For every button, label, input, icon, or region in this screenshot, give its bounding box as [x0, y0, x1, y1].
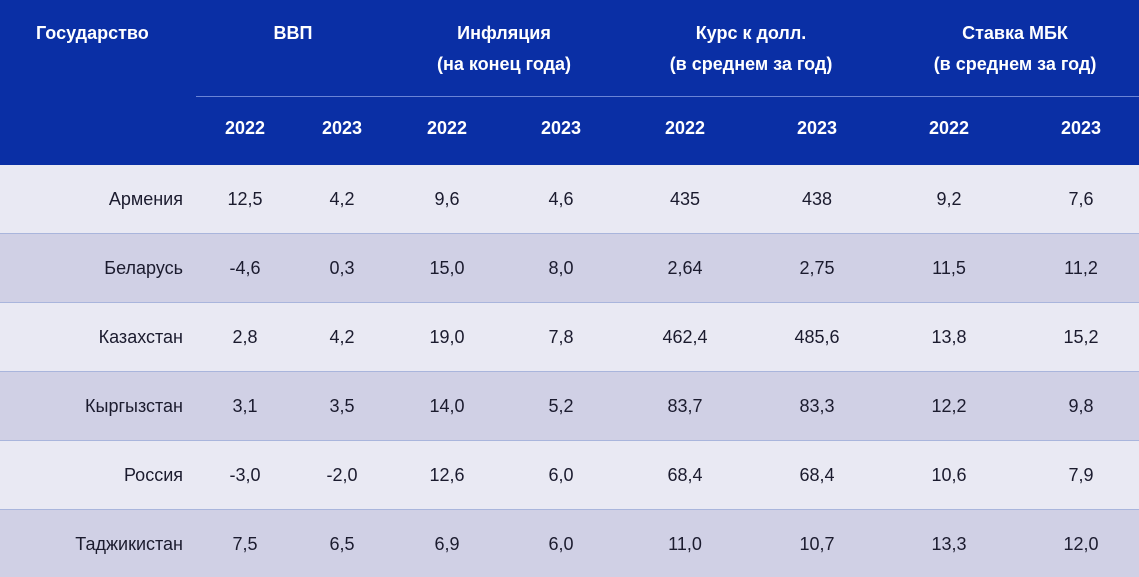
table-cell: 6,9 [434, 534, 460, 554]
table-cell: 11,2 [1064, 258, 1098, 278]
header-exchange-rate-title: Курс к долл. [695, 23, 807, 43]
header-interbank-rate-subtitle: (в среднем за год) [933, 54, 1097, 74]
table-cell: 3,5 [329, 396, 355, 416]
year-header: 2023 [1060, 118, 1102, 138]
table-cell: 4,2 [329, 327, 355, 347]
table-cell: 462,4 [662, 327, 708, 347]
header-inflation-title: Инфляция [457, 23, 551, 43]
table-cell: 12,2 [931, 396, 967, 416]
header-gdp: ВВП [273, 23, 313, 43]
table-cell: 83,7 [667, 396, 703, 416]
year-header: 2023 [540, 118, 582, 138]
table-cell: 6,0 [548, 534, 574, 554]
country-name: Казахстан [98, 327, 183, 347]
country-name: Россия [123, 465, 183, 485]
year-header: 2023 [796, 118, 838, 138]
table-cell: 12,5 [227, 189, 263, 209]
table-row: Кыргызстан 3,1 3,5 14,0 5,2 83,7 83,3 12,2 9,8 [0, 372, 1139, 441]
header-country: Государство [36, 23, 149, 43]
table-cell: 7,6 [1068, 189, 1094, 209]
row-divider [0, 302, 1139, 303]
table-cell: 2,8 [232, 327, 258, 347]
year-header: 2022 [426, 118, 468, 138]
table-row: Беларусь -4,6 0,3 15,0 8,0 2,64 2,75 11,5 11,2 [0, 234, 1139, 303]
table-cell: -2,0 [326, 465, 358, 485]
table-cell: 11,5 [932, 258, 966, 278]
table-cell: 9,6 [434, 189, 460, 209]
table-cell: 68,4 [799, 465, 835, 485]
table-cell: 7,5 [232, 534, 258, 554]
table-cell: 8,0 [548, 258, 574, 278]
table-cell: 13,3 [931, 534, 967, 554]
row-divider [0, 233, 1139, 234]
year-header: 2022 [928, 118, 970, 138]
row-divider [0, 509, 1139, 510]
table-cell: 19,0 [429, 327, 465, 347]
table-cell: 12,0 [1063, 534, 1099, 554]
country-name: Кыргызстан [85, 396, 183, 416]
row-divider [0, 371, 1139, 372]
table-cell: 6,5 [329, 534, 355, 554]
table-cell: 2,75 [799, 258, 835, 278]
table-cell: 10,7 [799, 534, 835, 554]
table-cell: 2,64 [667, 258, 703, 278]
table-cell: 9,8 [1068, 396, 1094, 416]
year-header: 2022 [664, 118, 706, 138]
year-header: 2022 [224, 118, 266, 138]
table-cell: -3,0 [229, 465, 261, 485]
header-divider [196, 96, 1139, 97]
table-cell: 13,8 [931, 327, 967, 347]
header-exchange-rate-subtitle: (в среднем за год) [669, 54, 833, 74]
table-cell: 4,2 [329, 189, 355, 209]
table-cell: 5,2 [548, 396, 574, 416]
year-header: 2023 [321, 118, 363, 138]
table-cell: 83,3 [799, 396, 835, 416]
row-divider [0, 440, 1139, 441]
table-row: Таджикистан 7,5 6,5 6,9 6,0 11,0 10,7 13,3 12,0 [0, 510, 1139, 577]
table-cell: 485,6 [794, 327, 840, 347]
table-cell: 435 [669, 189, 701, 209]
table-cell: 68,4 [667, 465, 703, 485]
header-interbank-rate-title: Ставка МБК [962, 23, 1068, 43]
table-cell: 7,8 [548, 327, 574, 347]
country-name: Беларусь [104, 258, 183, 278]
table-cell: 3,1 [232, 396, 258, 416]
table-cell: 6,0 [548, 465, 574, 485]
country-name: Армения [108, 189, 183, 209]
table-cell: 12,6 [429, 465, 465, 485]
table-cell: -4,6 [229, 258, 261, 278]
table-row: Казахстан 2,8 4,2 19,0 7,8 462,4 485,6 13,8 15,2 [0, 303, 1139, 372]
table-header: Государство ВВП Инфляция (на конец года)… [0, 0, 1139, 165]
table-cell: 7,9 [1068, 465, 1094, 485]
header-inflation-subtitle: (на конец года) [436, 54, 572, 74]
table-row: Россия -3,0 -2,0 12,6 6,0 68,4 68,4 10,6 7,9 [0, 441, 1139, 510]
table-row: Армения 12,5 4,2 9,6 4,6 435 438 9,2 7,6 [0, 165, 1139, 234]
table-cell: 0,3 [329, 258, 355, 278]
table-cell: 9,2 [936, 189, 962, 209]
table-cell: 15,2 [1063, 327, 1099, 347]
table-cell: 4,6 [548, 189, 574, 209]
table-cell: 11,0 [668, 534, 702, 554]
country-name: Таджикистан [75, 534, 183, 554]
table-cell: 10,6 [931, 465, 967, 485]
table-cell: 438 [801, 189, 833, 209]
table-cell: 15,0 [429, 258, 465, 278]
table-cell: 14,0 [429, 396, 465, 416]
